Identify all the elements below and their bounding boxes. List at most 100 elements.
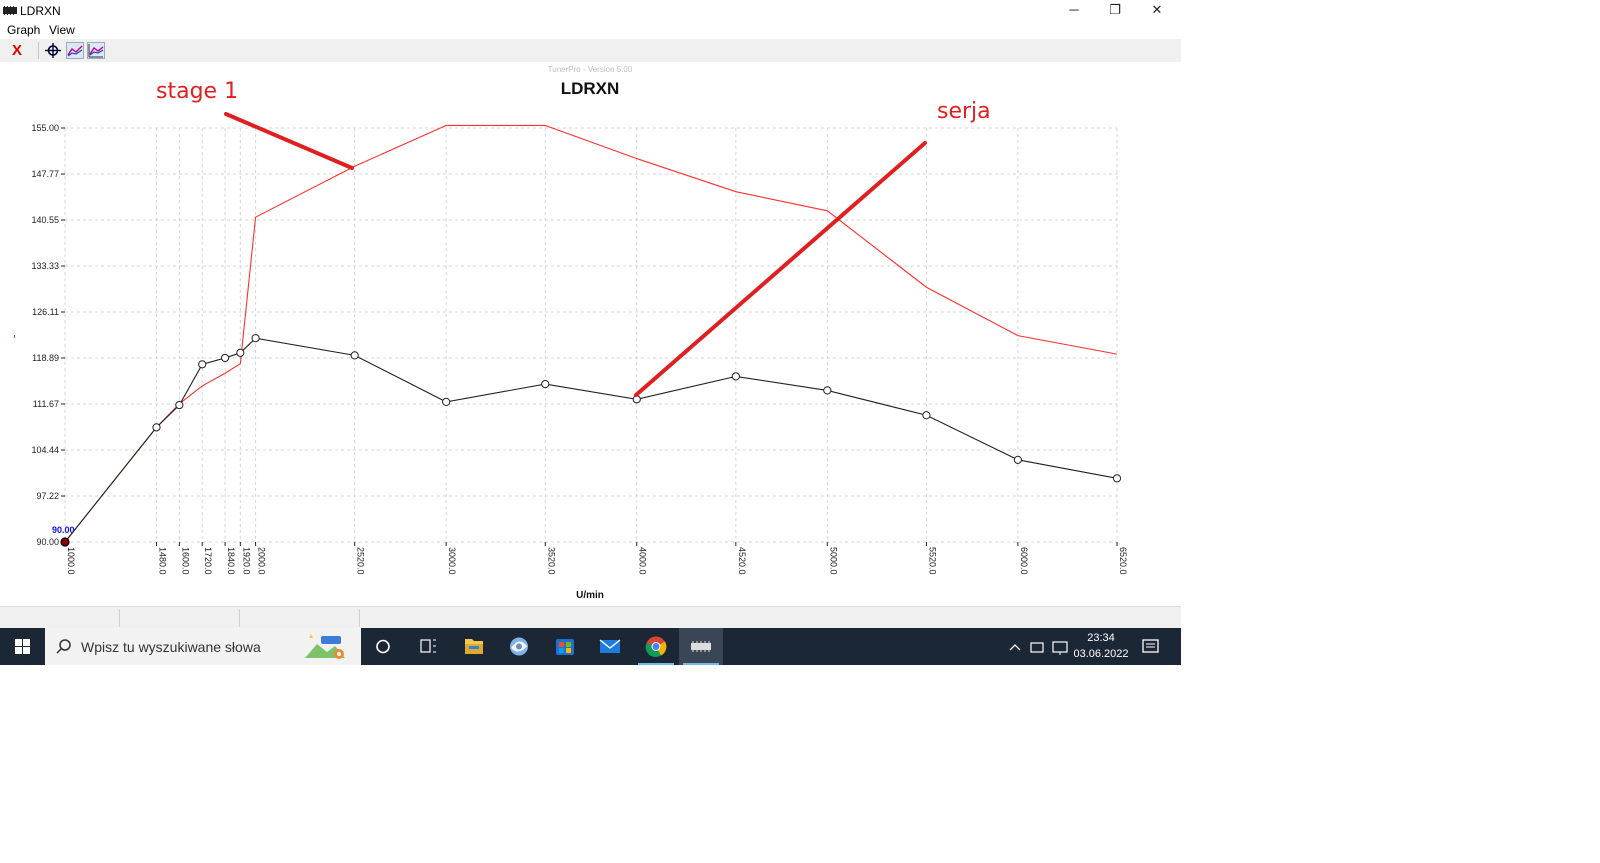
folder-icon: [465, 639, 483, 654]
close-button[interactable]: ✕: [1151, 2, 1163, 17]
running-indicator: [683, 663, 719, 665]
chevron-up-icon: [1009, 644, 1021, 651]
graph-compare-icon: [88, 44, 104, 58]
x-tick-label: 5520.0: [927, 547, 937, 575]
x-tick-label: 3520.0: [546, 547, 556, 575]
compare-graph-button[interactable]: [87, 42, 105, 59]
clock-date[interactable]: 03.06.2022: [1073, 648, 1129, 660]
running-indicator: [638, 663, 674, 665]
axes: 90.00 97.22 104.44 111.67 118.89 126.11 133.33…: [31, 123, 1128, 575]
graph-title: LDRXN: [561, 79, 620, 98]
notification-center-icon[interactable]: [1141, 637, 1161, 657]
data-point: [175, 400, 184, 410]
data-point: [236, 348, 245, 357]
clock-time[interactable]: 23:34: [1087, 632, 1115, 644]
data-point: [220, 353, 230, 363]
x-tick-label: 1480.0: [157, 547, 167, 575]
toolbar-separator: [38, 42, 39, 59]
status-bar: [0, 606, 1181, 629]
task-view-icon: [420, 639, 436, 653]
x-tick-label: 2520.0: [356, 547, 366, 575]
task-view-button[interactable]: [406, 628, 450, 665]
series-line-black: [64, 337, 1118, 543]
menu-view[interactable]: View: [49, 23, 75, 37]
search-highlight-icon: [305, 634, 345, 659]
status-cell: [120, 609, 240, 627]
file-explorer-button[interactable]: [452, 628, 496, 665]
application-window: LDRXN ─ ❐ ✕ Graph View X: [0, 0, 1181, 666]
toolbar: X: [0, 39, 1181, 62]
store-icon: [556, 639, 574, 655]
axis-marker: [14, 335, 15, 338]
search-icon: [56, 639, 71, 654]
network-icon: [1052, 641, 1068, 653]
store-button[interactable]: [543, 628, 587, 665]
data-point: [350, 351, 359, 360]
data-point: [251, 334, 260, 343]
data-point: [541, 379, 550, 389]
close-graph-button[interactable]: X: [11, 42, 22, 59]
tray-icons[interactable]: [1007, 637, 1087, 657]
stage-annotation-arrow: [224, 112, 354, 170]
y-tick-label: 111.67: [33, 399, 59, 409]
title-bar[interactable]: LDRXN ─ ❐ ✕: [0, 0, 1181, 22]
maximize-button[interactable]: ❐: [1109, 2, 1121, 17]
stock-annotation-arrow: [634, 141, 927, 397]
status-cell: [240, 609, 360, 627]
start-button[interactable]: [0, 628, 45, 665]
app-pinned-button[interactable]: [497, 628, 541, 665]
chrome-icon: [645, 636, 667, 658]
taskbar-search-input[interactable]: Wpisz tu wyszukiwane słowa: [45, 628, 361, 665]
menu-graph[interactable]: Graph: [7, 23, 41, 37]
chip-icon: [3, 6, 17, 15]
tunerpro-taskbar-button[interactable]: [679, 628, 723, 665]
x-tick-label: 1720.0: [203, 547, 213, 575]
start-point-marker: [60, 537, 70, 547]
window-title: LDRXN: [20, 4, 61, 18]
x-axis-label: U/min: [576, 590, 604, 601]
data-point: [1112, 474, 1122, 483]
data-point: [152, 423, 161, 432]
x-tick-label: 5000.0: [828, 547, 838, 575]
y-tick-label: 126.11: [32, 307, 59, 317]
chrome-button[interactable]: [634, 628, 678, 665]
y-tick-label: 97.22: [36, 491, 59, 501]
menu-bar: Graph View: [0, 22, 1181, 39]
x-tick-label: 3000.0: [447, 547, 457, 575]
graph-trace-icon: [67, 45, 83, 57]
cortana-icon: [376, 639, 390, 654]
series-line-red: [64, 124, 1118, 543]
minimize-button[interactable]: ─: [1069, 2, 1079, 17]
data-point: [442, 397, 451, 406]
y-tick-label: 90.00: [36, 537, 59, 547]
x-tick-label: 2000.0: [257, 547, 267, 575]
x-tick-label: 1000.0: [66, 547, 76, 575]
x-tick-label: 1920.0: [241, 547, 251, 575]
data-point: [731, 372, 740, 381]
graph-area[interactable]: TunerPro - Version 5.00 LDRXN 90.00 97.22…: [0, 62, 1181, 606]
windows-logo-icon: [15, 639, 30, 654]
app-swirl-icon: [510, 637, 528, 656]
y-tick-label: 104.44: [31, 445, 59, 455]
y-tick-label: 147.77: [31, 169, 59, 179]
crosshair-icon: [45, 43, 61, 58]
y-tick-label: 133.33: [31, 261, 59, 271]
y-tick-label: 118.89: [32, 353, 59, 363]
status-cell: [0, 609, 120, 627]
y-tick-label: 155.00: [31, 123, 59, 133]
series: [60, 124, 1122, 547]
crosshair-button[interactable]: [44, 42, 62, 59]
search-placeholder: Wpisz tu wyszukiwane słowa: [81, 639, 261, 655]
data-point: [1013, 455, 1022, 464]
chip-icon: [691, 641, 711, 652]
x-tick-label: 1600.0: [180, 547, 190, 575]
x-tick-label: 4520.0: [737, 547, 747, 575]
data-point: [198, 360, 207, 369]
mail-button[interactable]: [588, 628, 632, 665]
cortana-button[interactable]: [361, 628, 405, 665]
version-label: TunerPro - Version 5.00: [548, 65, 633, 74]
stage-annotation-label: stage 1: [156, 79, 238, 104]
trace-graph-button[interactable]: [66, 42, 84, 59]
stock-annotation-label: serja: [937, 99, 991, 124]
x-tick-label: 4000.0: [638, 547, 648, 575]
